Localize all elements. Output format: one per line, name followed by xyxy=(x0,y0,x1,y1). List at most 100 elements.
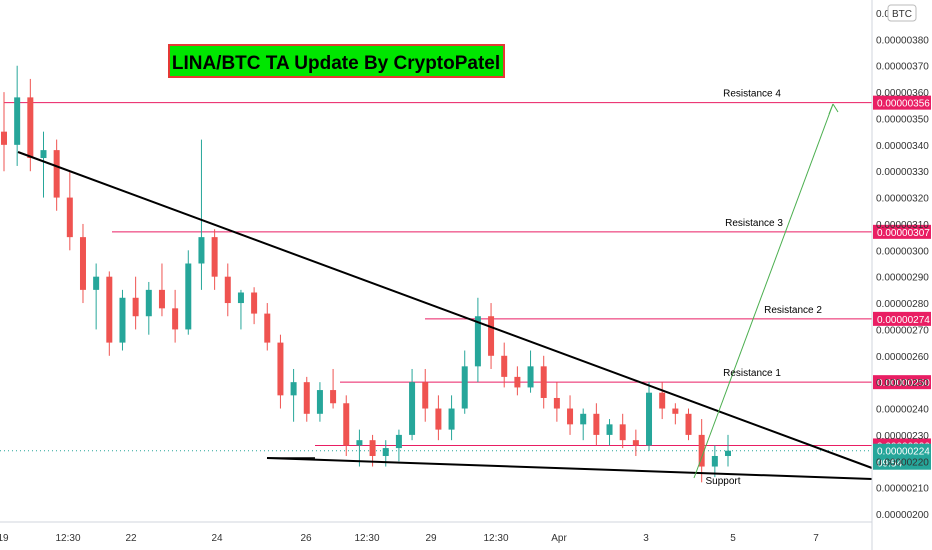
last-price-countdown: 09:54 xyxy=(877,459,902,470)
price-tick-label: 0.00000310 xyxy=(876,220,929,231)
level-price-tag-bg xyxy=(873,95,931,110)
candle-body xyxy=(646,392,653,446)
candle-body xyxy=(14,97,21,145)
support-label: Support xyxy=(705,476,740,487)
candle-layer xyxy=(1,65,731,483)
trend-layer xyxy=(17,103,873,480)
candle-body xyxy=(711,455,718,467)
time-tick-label: 12:30 xyxy=(55,533,80,544)
candle-body xyxy=(527,366,534,388)
time-tick-label: 26 xyxy=(300,533,312,544)
candle-body xyxy=(79,237,86,290)
last-price-tag: 0.00000224 xyxy=(877,447,930,458)
price-tick-label: 0.00000350 xyxy=(876,114,929,125)
level-price-tag-bg xyxy=(873,375,931,390)
price-tick-label: 0.00000360 xyxy=(876,88,929,99)
projection-arrowhead xyxy=(828,103,839,115)
candle-body xyxy=(461,366,468,409)
candle-body xyxy=(290,382,297,396)
title-box xyxy=(168,44,505,78)
candle-body xyxy=(501,355,508,377)
price-tick-label: 0.00000380 xyxy=(876,35,929,46)
last-price-tag-bg xyxy=(873,443,931,470)
candle-body xyxy=(356,440,363,446)
candle-body xyxy=(145,289,152,317)
level-price-tag-bg xyxy=(873,311,931,326)
label-layer: Resistance 4 0.00000356 Resistance 3 0.0000… xyxy=(723,89,931,470)
time-tick-label: 5 xyxy=(730,533,736,544)
candle-body xyxy=(106,276,113,343)
price-tick-label: 0.00000260 xyxy=(876,352,929,363)
price-tick-label: 0.00000300 xyxy=(876,246,929,257)
price-tick-label: 0.00000270 xyxy=(876,325,929,336)
level-price-tag: 0.00000274 xyxy=(877,315,930,326)
time-tick-label: 24 xyxy=(211,533,223,544)
candle-body xyxy=(224,276,231,304)
candle-body xyxy=(382,448,389,456)
candle-body xyxy=(198,237,205,264)
candle-body xyxy=(303,382,310,414)
time-tick-label: 7 xyxy=(813,533,819,544)
price-tick-label: 0.00000330 xyxy=(876,167,929,178)
candle-body xyxy=(422,382,429,409)
level-label: Resistance 3 xyxy=(725,218,783,229)
price-tick-label: 0.00000370 xyxy=(876,62,929,73)
lower-trendline xyxy=(266,457,873,480)
level-layer xyxy=(0,102,872,452)
candle-body xyxy=(448,408,455,430)
candle-body xyxy=(593,413,600,435)
level-price-tag-bg xyxy=(873,224,931,239)
price-tick-label: 0.00000320 xyxy=(876,194,929,205)
candle-body xyxy=(698,434,705,467)
level-price-tag: 0.00000250 xyxy=(877,378,930,389)
candle-body xyxy=(316,390,323,414)
candle-body xyxy=(474,316,481,367)
candle-body xyxy=(659,392,666,409)
candle-body xyxy=(93,276,100,290)
candle-body xyxy=(553,397,560,409)
chart-title: LINA/BTC TA Update By CryptoPatel xyxy=(172,53,500,74)
price-tick-label: 0.00000230 xyxy=(876,431,929,442)
time-tick-label: 19 xyxy=(0,533,9,544)
upper-trendline xyxy=(17,151,873,469)
candle-body xyxy=(251,292,258,314)
candle-body xyxy=(435,408,442,430)
price-tick-label: 0.00000290 xyxy=(876,273,929,284)
price-tick-label: 0.00000220 xyxy=(876,457,929,468)
candle-body xyxy=(409,382,416,435)
candle-body xyxy=(172,308,179,330)
candle-body xyxy=(343,403,350,446)
time-axis: 19 12:30 22 24 26 12:30 29 12:30 Apr 3 5 7 xyxy=(0,521,872,544)
time-tick-label: 29 xyxy=(425,533,437,544)
level-label: Resistance 2 xyxy=(764,305,822,316)
time-tick-label: 3 xyxy=(643,533,649,544)
candle-body xyxy=(158,289,165,309)
candle-body xyxy=(132,297,139,317)
candle-body xyxy=(40,150,47,159)
price-tick-label: 0.00000280 xyxy=(876,299,929,310)
time-tick-label: Apr xyxy=(551,533,567,544)
level-price-tag: 0.00000356 xyxy=(877,99,930,110)
currency-badge[interactable]: BTC xyxy=(892,9,912,20)
time-tick-label: 12:30 xyxy=(483,533,508,544)
candle-body xyxy=(514,376,521,388)
candle-body xyxy=(540,366,547,398)
candle-body xyxy=(1,131,7,145)
price-tick-label: 0.00000340 xyxy=(876,141,929,152)
candle-body xyxy=(277,342,284,396)
currency-badge-bg[interactable] xyxy=(887,4,917,22)
candle-body xyxy=(606,424,613,435)
candle-body xyxy=(53,150,60,198)
candle-body xyxy=(632,440,639,446)
price-tick-label: 0.00000210 xyxy=(876,484,929,495)
candle-body xyxy=(211,237,218,277)
candle-body xyxy=(119,297,126,343)
level-price-tag: 0.00000307 xyxy=(877,228,930,239)
candle-body xyxy=(66,197,73,238)
level-label: Resistance 1 xyxy=(723,368,781,379)
price-tick-label: 0.00000200 xyxy=(876,510,929,521)
time-tick-label: 22 xyxy=(125,533,137,544)
candle-body xyxy=(619,424,626,441)
